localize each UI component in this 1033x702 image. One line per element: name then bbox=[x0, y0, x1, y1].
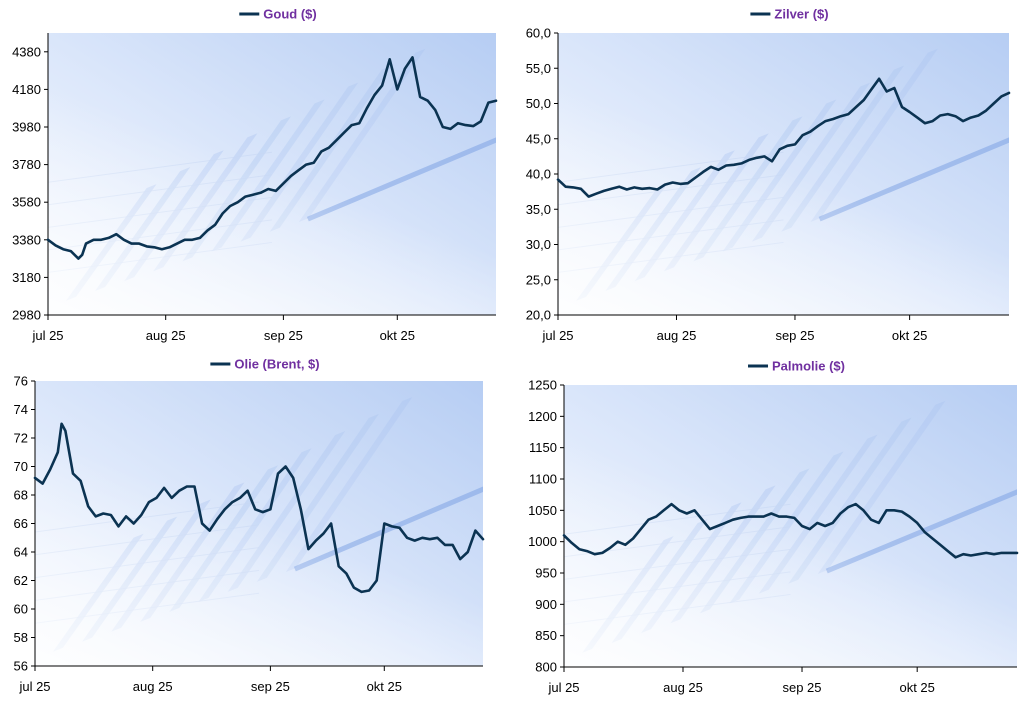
x-tick-label: sep 25 bbox=[251, 679, 290, 694]
y-tick-label: 72 bbox=[14, 431, 28, 446]
y-tick-label: 25,0 bbox=[526, 272, 551, 287]
chart-palmolie: 800 850 900 950 1000 1050 1100 1150 1200 1250 jul … bbox=[528, 359, 1019, 695]
y-tick-label: 50,0 bbox=[526, 96, 551, 111]
y-tick-label: 1000 bbox=[528, 534, 557, 549]
x-tick-label: sep 25 bbox=[782, 680, 821, 695]
chart-title: Zilver ($) bbox=[774, 7, 828, 22]
y-tick-label: 62 bbox=[14, 573, 28, 588]
y-tick-label: 1200 bbox=[528, 409, 557, 424]
y-tick-label: 40,0 bbox=[526, 167, 551, 182]
y-tick-label: 45,0 bbox=[526, 131, 551, 146]
x-tick-label: sep 25 bbox=[775, 328, 814, 343]
plot-background bbox=[558, 33, 1009, 315]
y-tick-label: 950 bbox=[535, 566, 557, 581]
y-tick-label: 1250 bbox=[528, 378, 557, 393]
y-tick-label: 20,0 bbox=[526, 308, 551, 323]
y-tick-label: 74 bbox=[14, 402, 28, 417]
x-tick-label: aug 25 bbox=[133, 679, 173, 694]
y-tick-label: 1050 bbox=[528, 503, 557, 518]
chart-title: Palmolie ($) bbox=[772, 359, 845, 374]
x-tick-label: okt 25 bbox=[899, 680, 934, 695]
chart-title: Goud ($) bbox=[263, 7, 316, 22]
y-tick-label: 4380 bbox=[12, 44, 41, 59]
y-tick-label: 58 bbox=[14, 630, 28, 645]
y-tick-label: 800 bbox=[535, 660, 557, 675]
plot-background bbox=[564, 385, 1017, 667]
y-tick-label: 60 bbox=[14, 602, 28, 617]
x-tick-label: okt 25 bbox=[367, 679, 402, 694]
x-tick-label: aug 25 bbox=[146, 328, 186, 343]
y-tick-label: 3380 bbox=[12, 232, 41, 247]
series-line bbox=[556, 77, 1011, 198]
y-tick-label: 70 bbox=[14, 459, 28, 474]
chart-zilver: 20,0 25,0 30,0 35,0 40,0 45,0 50,0 55,0 60,0 jul … bbox=[526, 7, 1011, 343]
y-tick-label: 900 bbox=[535, 597, 557, 612]
series-line bbox=[562, 502, 1019, 559]
y-tick-label: 3180 bbox=[12, 270, 41, 285]
y-tick-label: 30,0 bbox=[526, 237, 551, 252]
y-tick-label: 2980 bbox=[12, 308, 41, 323]
x-tick-label: aug 25 bbox=[663, 680, 703, 695]
y-tick-label: 56 bbox=[14, 659, 28, 674]
x-tick-label: okt 25 bbox=[892, 328, 927, 343]
y-tick-label: 3580 bbox=[12, 195, 41, 210]
y-tick-label: 1100 bbox=[529, 472, 557, 487]
plot-background bbox=[35, 381, 483, 666]
x-tick-label: jul 25 bbox=[541, 328, 573, 343]
y-tick-label: 66 bbox=[14, 516, 28, 531]
y-tick-label: 35,0 bbox=[526, 202, 551, 217]
y-tick-label: 64 bbox=[14, 545, 28, 560]
series-line bbox=[46, 56, 498, 260]
x-tick-label: jul 25 bbox=[31, 328, 63, 343]
series-line bbox=[33, 422, 485, 594]
y-tick-label: 850 bbox=[535, 628, 557, 643]
y-tick-label: 1150 bbox=[529, 440, 557, 455]
y-tick-label: 3980 bbox=[12, 120, 41, 135]
x-tick-label: sep 25 bbox=[264, 328, 303, 343]
x-tick-label: okt 25 bbox=[380, 328, 415, 343]
chart-title: Olie (Brent, $) bbox=[234, 357, 319, 372]
plot-background bbox=[48, 33, 496, 315]
y-tick-label: 60,0 bbox=[526, 26, 551, 41]
y-tick-label: 3780 bbox=[12, 157, 41, 172]
chart-goud: 2980 3180 3380 3580 3780 3980 4180 4380 jul 25 au… bbox=[12, 7, 498, 343]
y-tick-label: 4180 bbox=[12, 82, 41, 97]
chart-olie: 56 58 60 62 64 66 68 70 72 74 76 jul 25 aug 25 sep 25… bbox=[14, 357, 485, 694]
x-tick-label: aug 25 bbox=[657, 328, 697, 343]
y-tick-label: 76 bbox=[14, 374, 28, 389]
x-tick-label: jul 25 bbox=[547, 680, 579, 695]
y-tick-label: 68 bbox=[14, 488, 28, 503]
y-tick-label: 55,0 bbox=[526, 61, 551, 76]
x-tick-label: jul 25 bbox=[18, 679, 50, 694]
